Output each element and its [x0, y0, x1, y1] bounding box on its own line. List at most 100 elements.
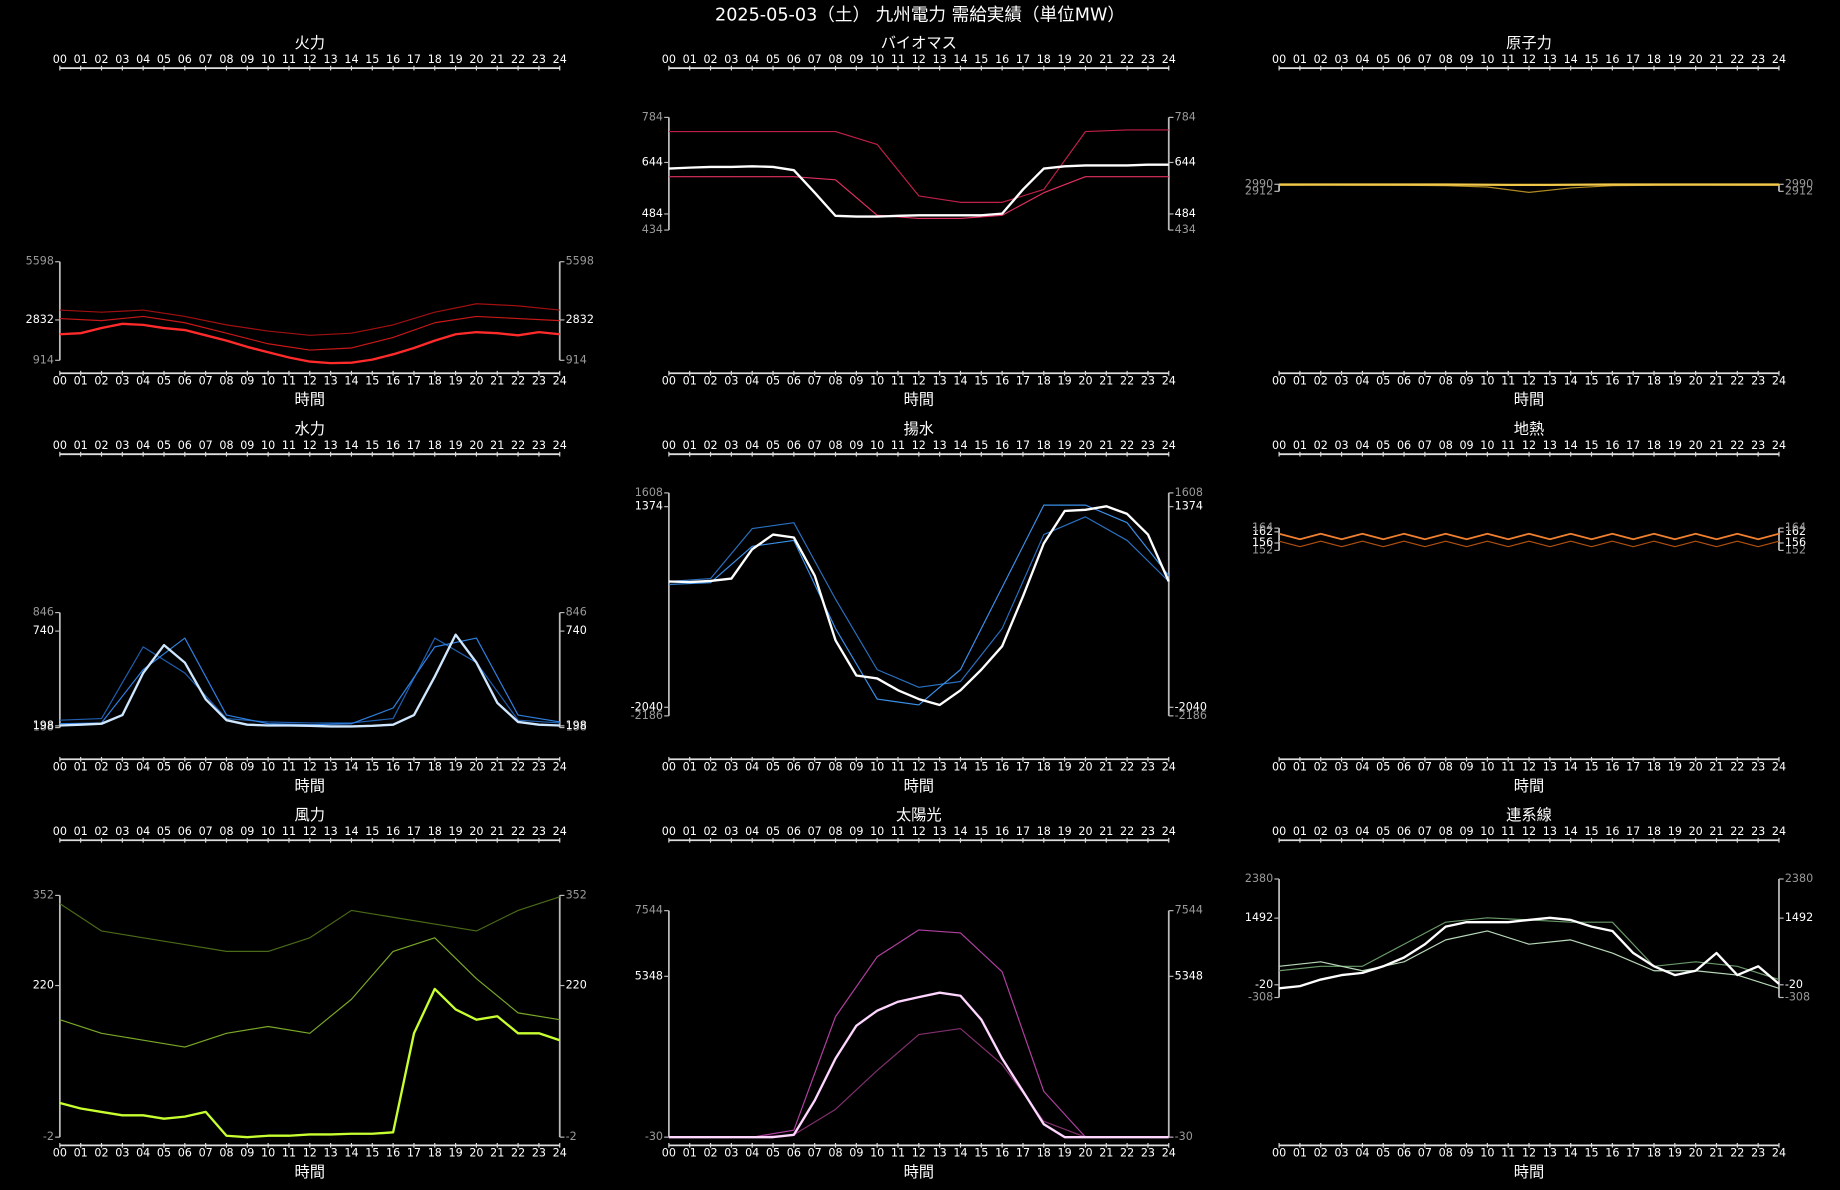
x-tick-label-top: 23	[1751, 53, 1765, 66]
x-tick-label-top: 18	[428, 439, 442, 452]
x-tick-label: 04	[1355, 1147, 1369, 1160]
x-tick-label: 23	[1751, 760, 1765, 773]
x-tick-label: 06	[787, 1147, 801, 1160]
x-tick-label-top: 00	[1272, 439, 1286, 452]
x-tick-label: 00	[1272, 1147, 1286, 1160]
x-tick-label-top: 24	[1772, 53, 1786, 66]
series-line	[668, 505, 1170, 707]
x-tick-label-top: 00	[1272, 53, 1286, 66]
x-tick-label: 11	[282, 1147, 296, 1160]
x-tick-label: 22	[1730, 1147, 1744, 1160]
y-tick-label: 434	[642, 223, 663, 236]
x-tick-label-top: 03	[115, 439, 129, 452]
x-tick-label-top: 09	[1459, 53, 1473, 66]
x-tick-label-top: 21	[490, 439, 504, 452]
y-tick-label: 2832	[566, 313, 594, 326]
x-tick-label: 08	[1439, 1147, 1453, 1160]
x-tick-label-top: 24	[553, 53, 567, 66]
x-tick-label-top: 19	[449, 825, 463, 838]
x-tick-label: 08	[828, 1147, 842, 1160]
x-tick-label: 17	[1016, 760, 1030, 773]
x-tick-label: 03	[1334, 374, 1348, 387]
x-tick-label: 20	[1078, 760, 1092, 773]
x-tick-label: 08	[1439, 760, 1453, 773]
series-line	[59, 987, 561, 1139]
x-tick-label: 09	[1459, 374, 1473, 387]
x-tick-label: 01	[683, 1147, 697, 1160]
y-tick-label: 1492	[1785, 911, 1813, 924]
x-tick-label: 22	[511, 760, 525, 773]
x-tick-label: 24	[553, 374, 567, 387]
x-tick-label-top: 15	[1584, 439, 1598, 452]
x-tick-label-top: 09	[240, 53, 254, 66]
x-tick-label-top: 10	[1480, 439, 1494, 452]
x-tick-label: 09	[849, 374, 863, 387]
x-tick-label-top: 06	[1397, 825, 1411, 838]
x-tick-label: 05	[1376, 760, 1390, 773]
panel-title: 揚水	[904, 420, 934, 438]
x-tick-label: 04	[1355, 374, 1369, 387]
panel-title: バイオマス	[881, 34, 957, 52]
x-tick-label-top: 22	[511, 439, 525, 452]
x-tick-label-top: 07	[808, 53, 822, 66]
x-tick-label-top: 07	[199, 53, 213, 66]
x-tick-label: 07	[808, 760, 822, 773]
y-tick-label: 2832	[26, 313, 54, 326]
x-tick-label: 10	[870, 1147, 884, 1160]
x-tick-label-top: 08	[828, 439, 842, 452]
panel-title: 火力	[295, 34, 326, 52]
x-tick-label: 17	[407, 760, 421, 773]
x-tick-label-top: 19	[1058, 439, 1072, 452]
series-line	[668, 176, 1169, 220]
y-tick-label: -2186	[631, 709, 663, 722]
x-tick-label: 17	[407, 1147, 421, 1160]
x-tick-label: 02	[703, 760, 717, 773]
x-tick-label: 16	[1605, 760, 1619, 773]
x-tick-label-top: 14	[953, 53, 967, 66]
x-tick-label: 15	[974, 1147, 988, 1160]
panel-title: 水力	[295, 420, 326, 438]
x-tick-label-top: 11	[1501, 53, 1515, 66]
y-tick-label: 162	[1252, 525, 1273, 538]
x-tick-label: 09	[1459, 1147, 1473, 1160]
series-line	[1278, 532, 1780, 541]
x-axis-label: 時間	[904, 777, 934, 795]
y-tick-label: 484	[1175, 207, 1196, 220]
x-tick-label: 01	[74, 760, 88, 773]
x-tick-label: 03	[115, 760, 129, 773]
x-tick-label: 18	[428, 760, 442, 773]
y-tick-label: -2040	[1175, 700, 1207, 713]
x-tick-label-top: 18	[1647, 825, 1661, 838]
y-tick-label: 784	[1175, 110, 1196, 123]
x-tick-label-top: 07	[1418, 825, 1432, 838]
x-tick-label-top: 00	[662, 439, 676, 452]
panel-title: 原子力	[1506, 34, 1552, 52]
x-tick-label-top: 04	[136, 825, 150, 838]
x-tick-label: 09	[240, 374, 254, 387]
x-tick-label-top: 16	[386, 53, 400, 66]
x-tick-label-top: 03	[724, 825, 738, 838]
x-tick-label: 23	[1141, 1147, 1155, 1160]
x-tick-label: 17	[1016, 1147, 1030, 1160]
x-tick-label-top: 04	[136, 53, 150, 66]
x-tick-label: 09	[849, 1147, 863, 1160]
x-tick-label: 19	[1668, 1147, 1682, 1160]
x-tick-label-top: 10	[1480, 53, 1494, 66]
x-tick-label-top: 09	[849, 439, 863, 452]
x-tick-label-top: 10	[870, 825, 884, 838]
x-tick-label-top: 03	[115, 53, 129, 66]
series-line	[1278, 540, 1780, 548]
y-tick-label: 2912	[1785, 184, 1813, 197]
x-tick-label-top: 18	[428, 825, 442, 838]
x-tick-label: 00	[53, 374, 67, 387]
x-tick-label: 01	[1293, 1147, 1307, 1160]
x-tick-label-top: 08	[1439, 825, 1453, 838]
x-tick-label-top: 24	[553, 439, 567, 452]
x-tick-label-top: 02	[703, 53, 717, 66]
y-tick-label: 2380	[1245, 872, 1273, 885]
x-tick-label: 02	[94, 760, 108, 773]
x-tick-label: 23	[1751, 1147, 1765, 1160]
x-tick-label-top: 21	[490, 825, 504, 838]
x-tick-label-top: 20	[469, 439, 483, 452]
x-axis-label: 時間	[295, 1163, 326, 1181]
